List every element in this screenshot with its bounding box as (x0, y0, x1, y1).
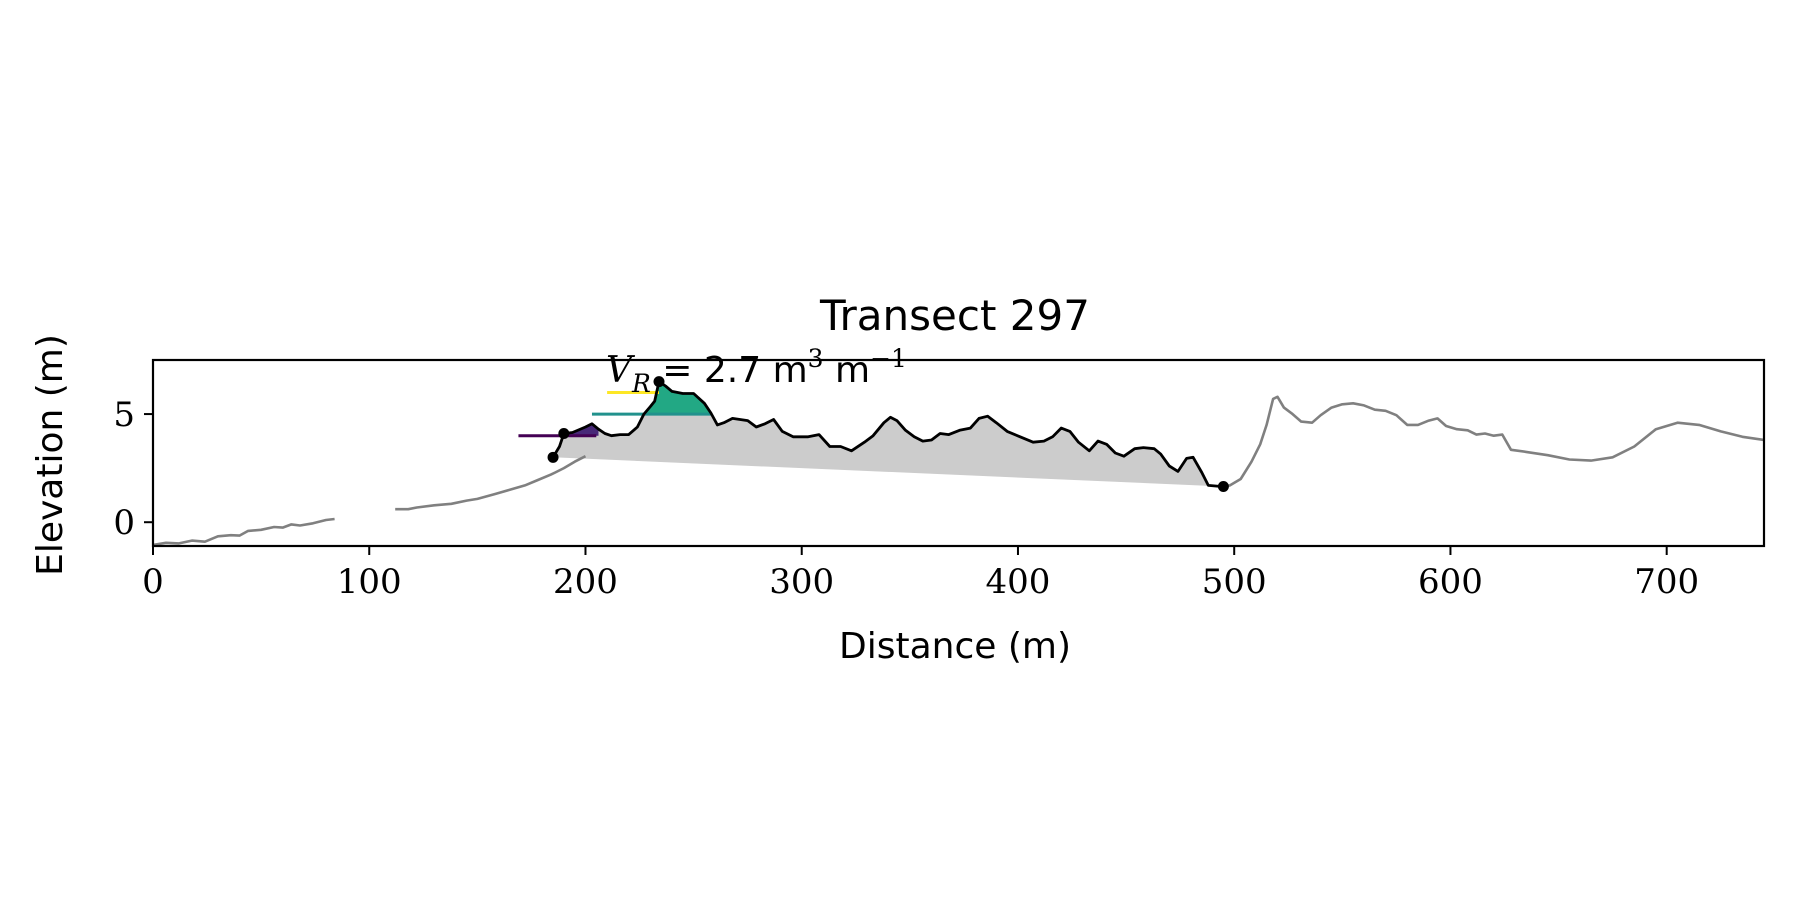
dune-profile-line (551, 380, 1222, 488)
volume-annotation: VR = 2.7 m3 m−1 (606, 344, 907, 398)
x-tick-label: 200 (553, 562, 618, 602)
x-tick-label: 700 (1634, 562, 1699, 602)
x-tick-label: 600 (1418, 562, 1483, 602)
annotation-text: = 2.7 m (651, 350, 808, 391)
plot-area (153, 376, 1764, 546)
x-tick-label: 300 (769, 562, 834, 602)
annotation-unit2: m (824, 350, 871, 391)
x-axis-label: Distance (m) (839, 626, 1071, 667)
chart-title: Transect 297 (819, 291, 1090, 340)
y-tick-label: 5 (113, 395, 135, 435)
annotation-prefix: V (606, 350, 636, 391)
dune-volume-fill (553, 381, 1224, 487)
plot-clip-group (153, 376, 1764, 546)
annotation-sup1: 3 (808, 344, 824, 373)
dune-marker-0 (547, 451, 559, 463)
dune-marker-2 (653, 376, 665, 388)
profile-line-1 (395, 455, 587, 511)
y-tick-label: 0 (113, 503, 135, 543)
profile-line-2 (1218, 395, 1764, 488)
x-tick-label: 100 (337, 562, 402, 602)
x-tick-label: 0 (142, 562, 164, 602)
annotation-sup2: −1 (870, 344, 907, 373)
axes-frame (151, 358, 1766, 548)
dune-marker-1 (558, 428, 570, 440)
dune-marker-3 (1217, 481, 1229, 493)
profile-line-0 (153, 517, 335, 546)
annotation-subscript: R (631, 369, 651, 398)
tick-layer: 0 100 200 300 400 500 600 700 0 5 (113, 395, 1699, 602)
y-axis-label: Elevation (m) (30, 334, 71, 576)
x-tick-label: 500 (1202, 562, 1267, 602)
x-tick-label: 400 (986, 562, 1051, 602)
